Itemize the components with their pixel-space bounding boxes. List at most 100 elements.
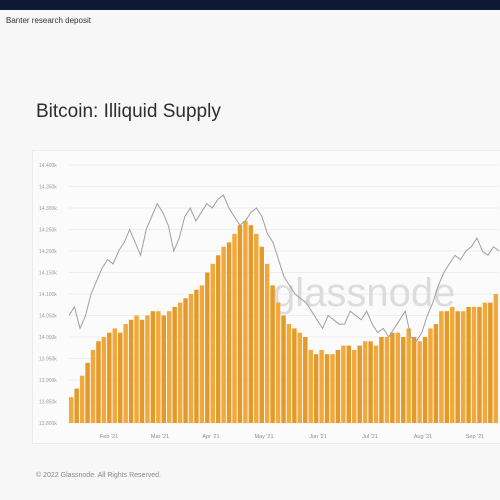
supply-bar: [411, 337, 417, 423]
supply-bar: [493, 294, 499, 423]
supply-bar: [226, 242, 232, 423]
x-tick-label: Jul '21: [362, 434, 378, 440]
y-tick-label: 14.050k: [39, 314, 57, 320]
x-tick-label: May '21: [254, 434, 273, 440]
supply-bar: [188, 294, 194, 423]
price-line: [68, 194, 500, 343]
supply-bar: [292, 328, 297, 423]
supply-bar: [297, 332, 303, 423]
supply-bar: [183, 298, 188, 423]
supply-bar: [401, 337, 406, 423]
y-tick-label: 14.250k: [39, 228, 57, 234]
supply-bar: [368, 341, 373, 423]
supply-bar: [422, 337, 428, 423]
y-tick-label: 14.200k: [39, 249, 57, 255]
y-tick-label: 14.000k: [39, 335, 57, 341]
y-tick-label: 14.350k: [39, 185, 57, 191]
supply-bar: [69, 397, 74, 423]
supply-bar: [210, 263, 215, 423]
supply-bar: [199, 285, 205, 423]
supply-bar: [128, 319, 134, 423]
supply-bar: [74, 388, 79, 423]
supply-bar: [194, 289, 199, 423]
caption-text: Banter research deposit: [6, 16, 91, 25]
supply-bar: [390, 332, 395, 423]
supply-bar: [177, 302, 183, 423]
top-bar: [0, 0, 500, 10]
supply-bar: [101, 337, 107, 423]
supply-bar: [346, 345, 352, 423]
supply-bar: [150, 311, 156, 423]
supply-bar: [417, 341, 422, 423]
supply-bar: [254, 233, 259, 423]
supply-bar: [243, 220, 248, 423]
supply-bar: [275, 302, 281, 423]
x-tick-label: Feb '21: [100, 434, 118, 440]
supply-bar: [123, 324, 128, 423]
supply-bar: [477, 306, 482, 423]
supply-bar: [384, 337, 390, 423]
supply-bar: [156, 311, 161, 423]
supply-bar: [406, 328, 411, 423]
supply-bar: [237, 225, 243, 423]
supply-bar: [205, 272, 210, 423]
supply-bar: [281, 315, 286, 423]
supply-bar: [232, 233, 237, 423]
supply-bar: [79, 375, 85, 423]
supply-bar: [330, 354, 335, 423]
x-tick-label: Aug '21: [414, 434, 432, 440]
x-tick-label: Mar '21: [151, 434, 169, 440]
supply-bar: [286, 324, 292, 423]
copyright-footer: © 2022 Glassnode. All Rights Reserved.: [36, 472, 162, 479]
supply-bar: [379, 337, 384, 423]
supply-bar: [395, 332, 401, 423]
watermark-text: glassnode: [273, 271, 455, 315]
supply-bar: [428, 328, 433, 423]
supply-bar: [335, 349, 341, 423]
supply-bar: [107, 332, 112, 423]
y-tick-label: 13.800k: [39, 421, 57, 427]
supply-bar: [112, 328, 117, 423]
supply-bar: [319, 349, 324, 423]
y-tick-label: 14.100k: [39, 292, 57, 298]
supply-bar: [313, 354, 319, 423]
supply-bar: [455, 311, 460, 423]
supply-bar: [90, 349, 96, 423]
supply-bar: [482, 302, 488, 423]
y-tick-label: 14.300k: [39, 206, 57, 212]
x-tick-label: Apr '21: [202, 434, 219, 440]
x-tick-label: Sep '21: [466, 434, 484, 440]
chart-title: Bitcoin: Illiquid Supply: [36, 101, 221, 122]
supply-bar: [139, 319, 145, 423]
supply-bar: [357, 345, 362, 423]
supply-bar: [215, 255, 221, 423]
supply-bar: [362, 341, 368, 423]
supply-bar: [303, 337, 308, 423]
supply-bar: [264, 263, 270, 423]
supply-bar: [352, 349, 357, 423]
supply-bar: [221, 246, 226, 423]
chart-panel: 13.800k 13.850k 13.900k 13.950k 14.000k 14.05…: [32, 150, 500, 444]
x-tick-label: Jun '21: [309, 434, 327, 440]
y-tick-label: 14.150k: [39, 271, 57, 277]
supply-bar: [161, 315, 166, 423]
y-tick-label: 13.900k: [39, 378, 57, 384]
supply-bar: [444, 311, 450, 423]
supply-bar: [308, 349, 313, 423]
supply-bar: [324, 354, 330, 423]
supply-bar: [270, 285, 275, 423]
y-tick-label: 13.950k: [39, 357, 57, 363]
chart-svg: 13.800k 13.850k 13.900k 13.950k 14.000k 14.05…: [39, 163, 500, 440]
supply-bar: [117, 332, 123, 423]
supply-bar: [341, 345, 346, 423]
y-tick-label: 13.850k: [39, 400, 57, 406]
supply-bar: [471, 306, 477, 423]
supply-bar: [259, 246, 264, 423]
supply-bar: [248, 225, 254, 423]
supply-bar: [439, 311, 444, 423]
supply-bar: [145, 315, 150, 423]
supply-bar: [96, 341, 101, 423]
supply-bar: [134, 315, 139, 423]
supply-bar: [450, 306, 455, 423]
supply-bar: [488, 302, 493, 423]
